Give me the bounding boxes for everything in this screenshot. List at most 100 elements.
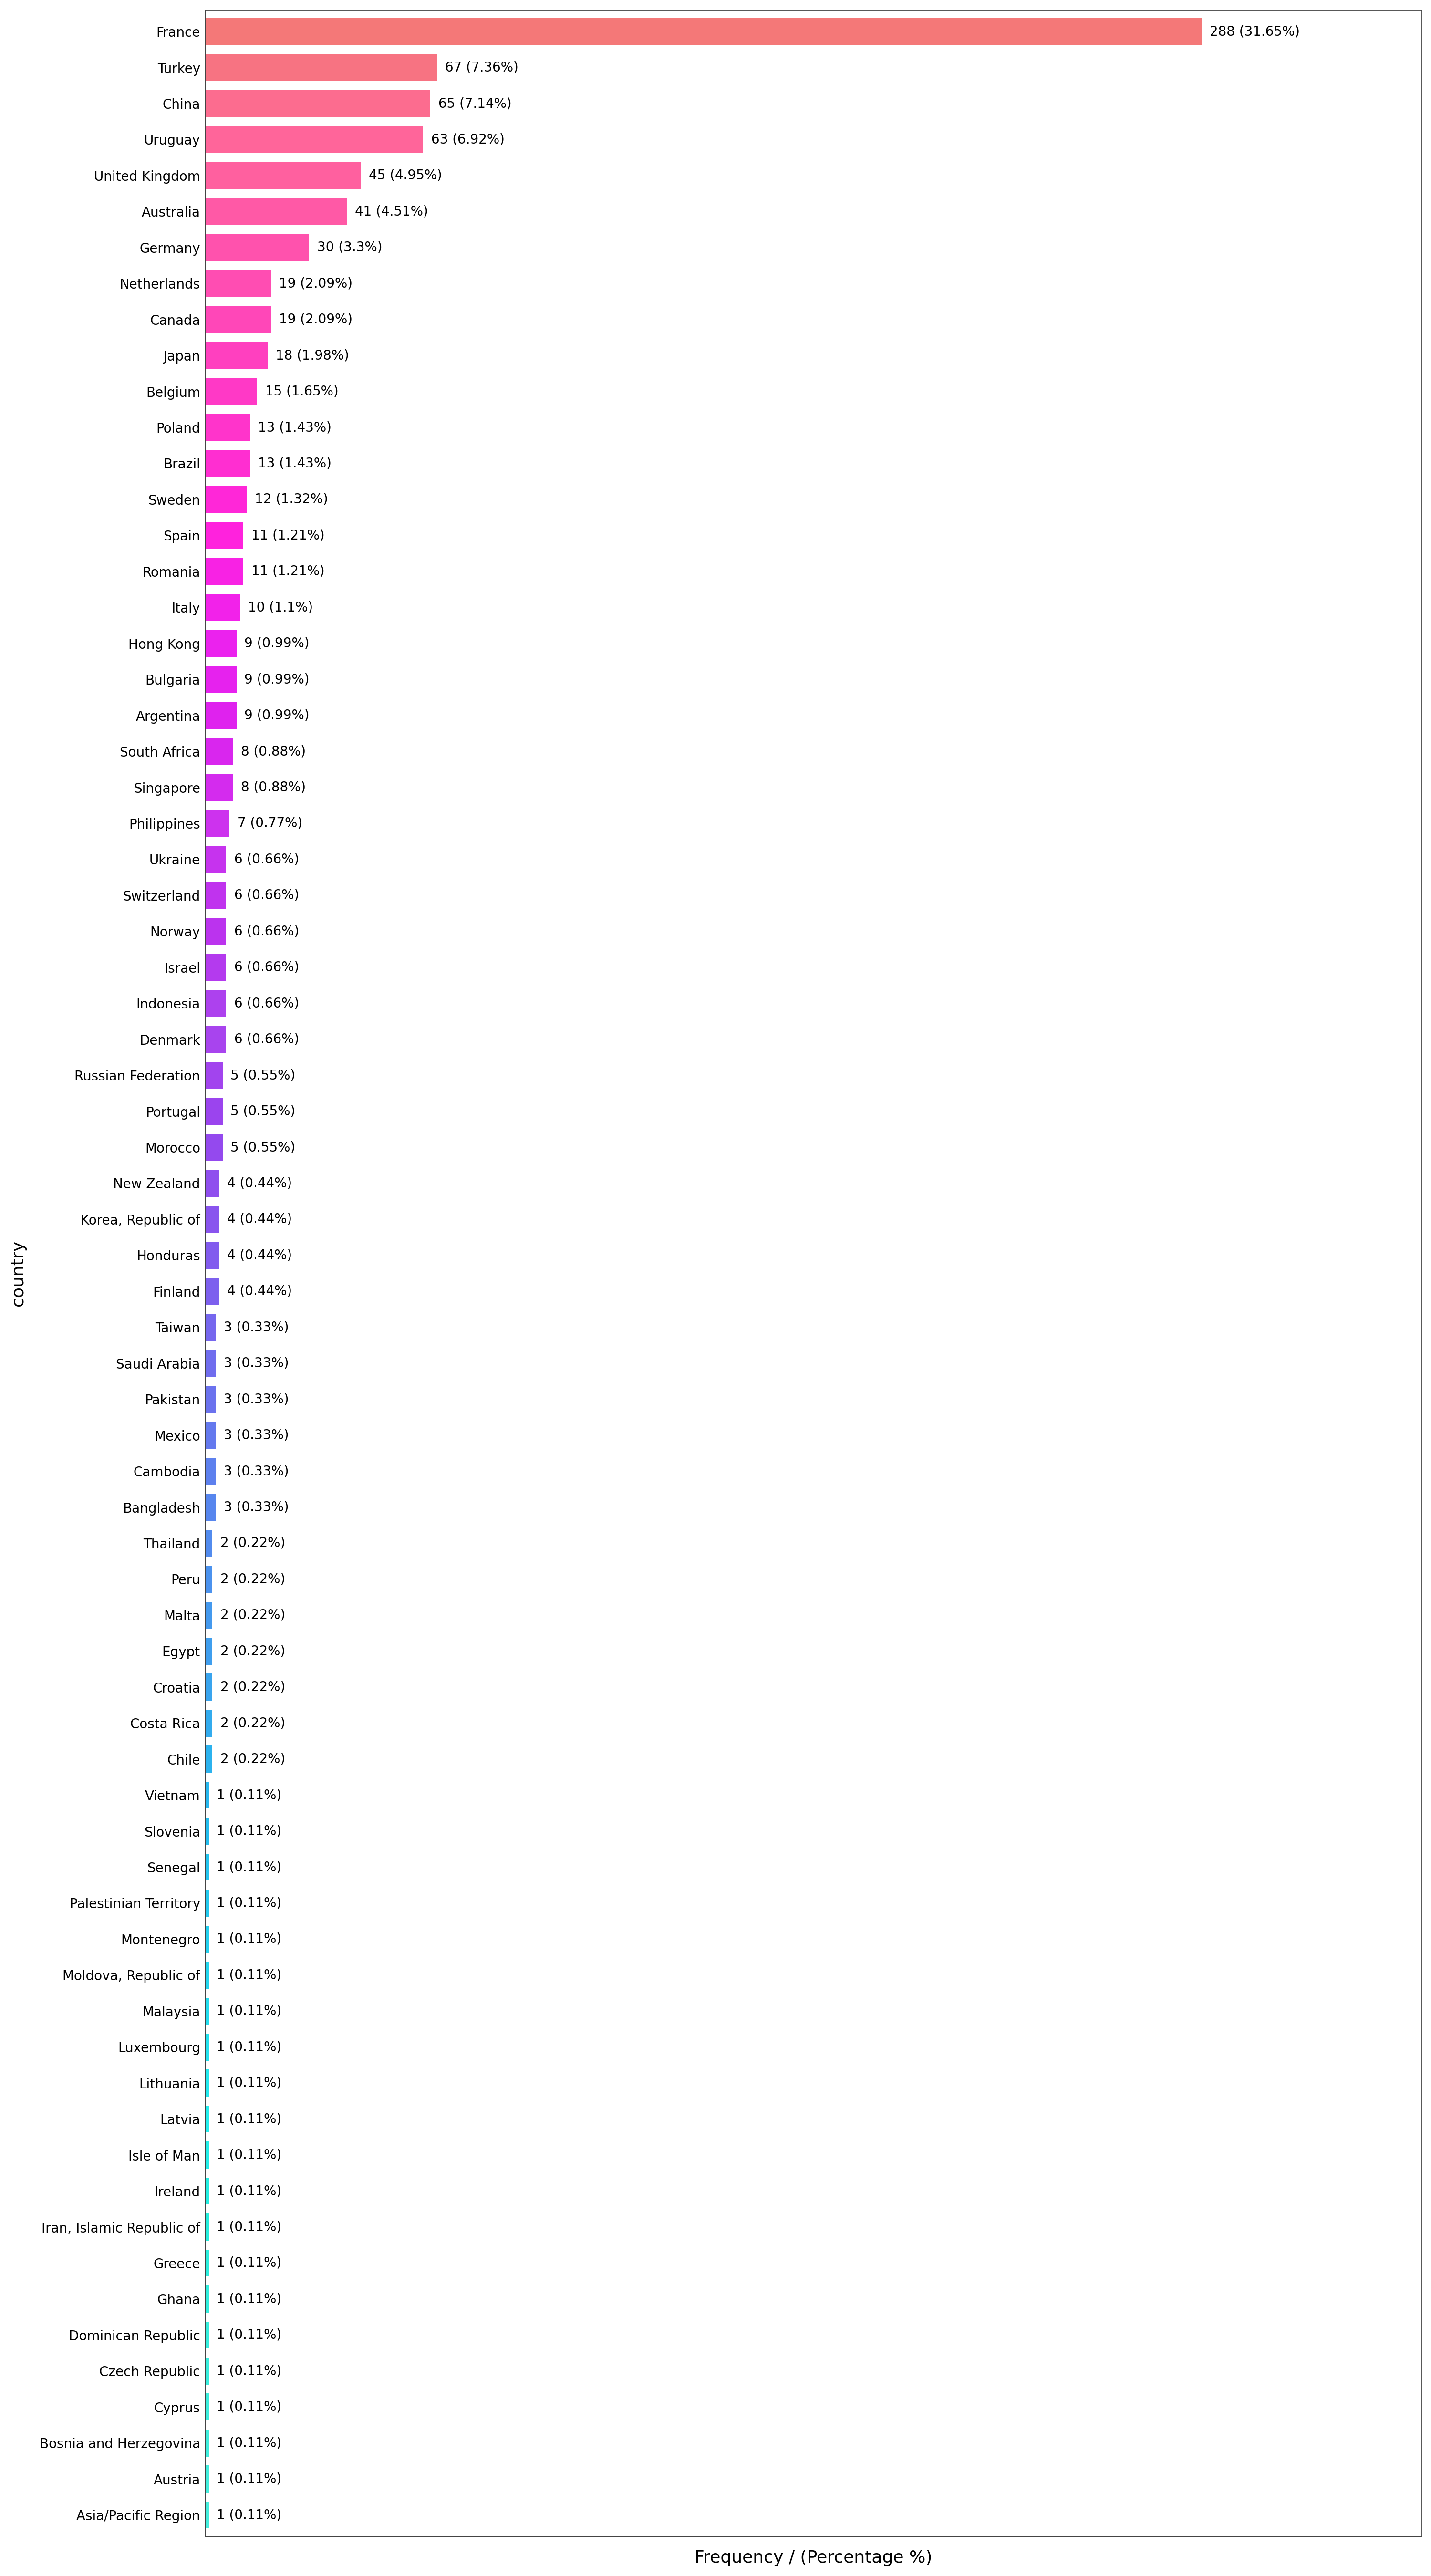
Bar <box>205 1710 212 1736</box>
Text: 1 (0.11%): 1 (0.11%) <box>216 2076 282 2089</box>
Text: 6 (0.66%): 6 (0.66%) <box>235 853 299 866</box>
Text: 3 (0.33%): 3 (0.33%) <box>223 1466 289 1479</box>
Bar <box>205 1530 212 1556</box>
Text: 63 (6.92%): 63 (6.92%) <box>431 134 505 147</box>
Bar <box>205 667 236 693</box>
Text: 4 (0.44%): 4 (0.44%) <box>228 1213 292 1226</box>
Text: 1 (0.11%): 1 (0.11%) <box>216 2365 282 2378</box>
Text: 4 (0.44%): 4 (0.44%) <box>228 1249 292 1262</box>
Text: 6 (0.66%): 6 (0.66%) <box>235 997 299 1010</box>
Bar <box>205 2285 209 2313</box>
Text: 1 (0.11%): 1 (0.11%) <box>216 2112 282 2125</box>
Bar <box>205 379 258 404</box>
Text: 5 (0.55%): 5 (0.55%) <box>230 1105 295 1118</box>
Text: 3 (0.33%): 3 (0.33%) <box>223 1321 289 1334</box>
Bar <box>205 90 431 116</box>
Bar <box>205 234 309 260</box>
Bar <box>205 1061 223 1090</box>
Text: 1 (0.11%): 1 (0.11%) <box>216 2329 282 2342</box>
Bar <box>205 989 226 1018</box>
Bar <box>205 2321 209 2349</box>
Y-axis label: country: country <box>10 1239 26 1306</box>
Bar <box>205 1206 219 1234</box>
Text: 45 (4.95%): 45 (4.95%) <box>369 170 442 183</box>
Text: 1 (0.11%): 1 (0.11%) <box>216 2221 282 2233</box>
Text: 2 (0.22%): 2 (0.22%) <box>220 1535 285 1551</box>
Bar <box>205 1891 209 1917</box>
Bar <box>205 2357 209 2385</box>
Text: 1 (0.11%): 1 (0.11%) <box>216 2473 282 2486</box>
Bar <box>205 1458 216 1484</box>
Text: 11 (1.21%): 11 (1.21%) <box>252 564 325 577</box>
Text: 1 (0.11%): 1 (0.11%) <box>216 1860 282 1873</box>
Text: 4 (0.44%): 4 (0.44%) <box>228 1285 292 1298</box>
Text: 1 (0.11%): 1 (0.11%) <box>216 2184 282 2197</box>
Bar <box>205 1674 212 1700</box>
Bar <box>205 1025 226 1054</box>
Text: 1 (0.11%): 1 (0.11%) <box>216 1968 282 1981</box>
Bar <box>205 1350 216 1376</box>
Bar <box>205 198 348 224</box>
Text: 2 (0.22%): 2 (0.22%) <box>220 1716 285 1731</box>
Bar <box>205 2069 209 2097</box>
Text: 12 (1.32%): 12 (1.32%) <box>255 492 328 505</box>
Bar <box>205 1133 223 1162</box>
Text: 9 (0.99%): 9 (0.99%) <box>245 636 309 649</box>
Text: 6 (0.66%): 6 (0.66%) <box>235 925 299 938</box>
Bar <box>205 1819 209 1844</box>
Text: 1 (0.11%): 1 (0.11%) <box>216 2040 282 2053</box>
Bar <box>205 162 361 188</box>
Bar <box>205 1386 216 1412</box>
Bar <box>205 2105 209 2133</box>
Bar <box>205 451 250 477</box>
Bar <box>205 1855 209 1880</box>
Text: 13 (1.43%): 13 (1.43%) <box>258 456 332 469</box>
Text: 11 (1.21%): 11 (1.21%) <box>252 528 325 541</box>
Bar <box>205 2465 209 2494</box>
Bar <box>205 1097 223 1126</box>
Text: 5 (0.55%): 5 (0.55%) <box>230 1069 295 1082</box>
Bar <box>205 1314 216 1340</box>
Bar <box>205 1996 209 2025</box>
Text: 6 (0.66%): 6 (0.66%) <box>235 889 299 902</box>
Text: 1 (0.11%): 1 (0.11%) <box>216 2004 282 2017</box>
Text: 1 (0.11%): 1 (0.11%) <box>216 1932 282 1945</box>
Bar <box>205 559 243 585</box>
Bar <box>205 809 229 837</box>
Text: 288 (31.65%): 288 (31.65%) <box>1209 26 1299 39</box>
Text: 13 (1.43%): 13 (1.43%) <box>258 420 332 435</box>
Text: 3 (0.33%): 3 (0.33%) <box>223 1502 289 1515</box>
X-axis label: Frequency / (Percentage %): Frequency / (Percentage %) <box>694 2550 932 2566</box>
Bar <box>205 2032 209 2061</box>
Text: 2 (0.22%): 2 (0.22%) <box>220 1752 285 1765</box>
Text: 8 (0.88%): 8 (0.88%) <box>240 744 306 757</box>
Text: 2 (0.22%): 2 (0.22%) <box>220 1680 285 1695</box>
Text: 3 (0.33%): 3 (0.33%) <box>223 1430 289 1443</box>
Bar <box>205 701 236 729</box>
Bar <box>205 1960 209 1989</box>
Text: 19 (2.09%): 19 (2.09%) <box>279 312 352 327</box>
Bar <box>205 415 250 440</box>
Bar <box>205 54 436 80</box>
Bar <box>205 917 226 945</box>
Bar <box>205 2249 209 2277</box>
Bar <box>205 270 270 296</box>
Text: 1 (0.11%): 1 (0.11%) <box>216 2437 282 2450</box>
Text: 9 (0.99%): 9 (0.99%) <box>245 672 309 685</box>
Bar <box>205 18 1202 44</box>
Bar <box>205 2501 209 2530</box>
Bar <box>205 1242 219 1270</box>
Bar <box>205 1278 219 1306</box>
Text: 2 (0.22%): 2 (0.22%) <box>220 1571 285 1587</box>
Bar <box>205 1638 212 1664</box>
Bar <box>205 2429 209 2458</box>
Text: 3 (0.33%): 3 (0.33%) <box>223 1358 289 1370</box>
Bar <box>205 1783 209 1808</box>
Text: 6 (0.66%): 6 (0.66%) <box>235 961 299 974</box>
Text: 9 (0.99%): 9 (0.99%) <box>245 708 309 721</box>
Text: 1 (0.11%): 1 (0.11%) <box>216 1788 282 1801</box>
Text: 3 (0.33%): 3 (0.33%) <box>223 1394 289 1406</box>
Bar <box>205 487 246 513</box>
Text: 8 (0.88%): 8 (0.88%) <box>240 781 306 793</box>
Bar <box>205 1927 209 1953</box>
